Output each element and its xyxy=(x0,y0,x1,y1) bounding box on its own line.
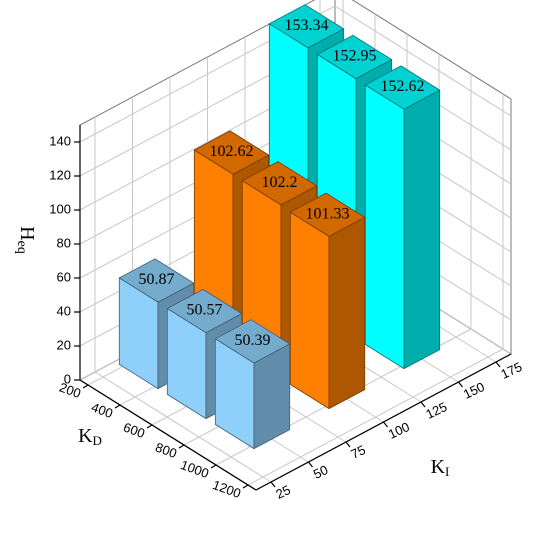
y-tick xyxy=(495,361,501,368)
value-label: 153.34 xyxy=(285,17,329,34)
x-tick xyxy=(82,384,89,389)
value-label: 102.2 xyxy=(262,174,298,191)
x-axis xyxy=(79,379,257,491)
y-axis-title: KI xyxy=(431,456,450,479)
bar: 152.62 xyxy=(364,65,441,370)
z-tick-label: 100 xyxy=(49,201,71,216)
x-tick-label: 800 xyxy=(153,440,179,462)
y-tick xyxy=(308,461,313,468)
bar-side xyxy=(403,89,441,370)
bar-front xyxy=(364,84,405,370)
bar-top xyxy=(268,4,345,49)
x-tick xyxy=(146,424,153,429)
z-axis-title: Heq xyxy=(14,226,39,254)
x-tick-label: 200 xyxy=(57,380,83,402)
bar: 101.33 xyxy=(289,192,366,410)
x-tick xyxy=(210,464,217,469)
x-axis-title-sub: D xyxy=(93,433,102,448)
y-tick xyxy=(345,441,351,448)
y-tick-label: 50 xyxy=(311,462,330,482)
y-axis-title-sub: I xyxy=(445,464,449,479)
bar-top xyxy=(118,258,195,303)
y-tick xyxy=(270,481,276,488)
z-tick-label: 60 xyxy=(57,269,71,284)
y-tick xyxy=(458,381,463,388)
value-label: 50.57 xyxy=(187,302,223,319)
x-tick xyxy=(114,404,121,409)
x-tick-label: 400 xyxy=(89,400,115,422)
x-axis-title-main: K xyxy=(78,425,93,447)
x-tick xyxy=(178,444,185,449)
y-tick-label: 150 xyxy=(461,379,487,402)
bar-side xyxy=(328,216,366,410)
value-label: 152.95 xyxy=(333,48,377,65)
y-axis-title-main: K xyxy=(431,456,446,478)
z-axis-title-sub: eq xyxy=(14,241,29,254)
x-tick xyxy=(242,484,249,489)
y-tick-label: 75 xyxy=(348,442,367,462)
y-tick-label: 100 xyxy=(386,419,412,442)
value-label: 50.87 xyxy=(139,271,175,288)
z-tick-label: 0 xyxy=(64,371,71,386)
grid-line xyxy=(94,371,272,483)
z-tick-label: 80 xyxy=(57,235,71,250)
x-tick-label: 1200 xyxy=(211,477,243,501)
z-tick-label: 20 xyxy=(57,337,71,352)
bar-top xyxy=(214,319,291,364)
z-tick-label: 140 xyxy=(49,133,71,148)
x-tick-label: 600 xyxy=(121,420,147,442)
y-tick xyxy=(420,401,426,408)
bar-top xyxy=(166,288,243,334)
bar-top xyxy=(289,192,366,237)
bar-top xyxy=(241,161,318,206)
value-label: 152.62 xyxy=(381,78,425,95)
bar-front xyxy=(289,211,330,410)
bar-top xyxy=(364,65,441,110)
z-axis-title-main: H xyxy=(16,226,38,240)
y-tick-label: 125 xyxy=(423,399,449,422)
value-label: 50.39 xyxy=(235,332,271,349)
y-tick xyxy=(383,421,388,428)
z-tick-label: 40 xyxy=(57,303,71,318)
z-tick-label: 120 xyxy=(49,167,71,182)
y-tick-label: 25 xyxy=(273,482,292,502)
bar-top xyxy=(316,35,393,79)
value-label: 101.33 xyxy=(306,205,350,222)
x-axis-title: KD xyxy=(78,425,102,448)
value-label: 102.62 xyxy=(210,143,254,160)
bar: 50.39 xyxy=(214,319,291,450)
bar-top xyxy=(193,130,270,175)
x-tick-label: 1000 xyxy=(179,457,211,481)
grid-line xyxy=(334,5,512,117)
y-tick-label: 175 xyxy=(498,359,524,382)
